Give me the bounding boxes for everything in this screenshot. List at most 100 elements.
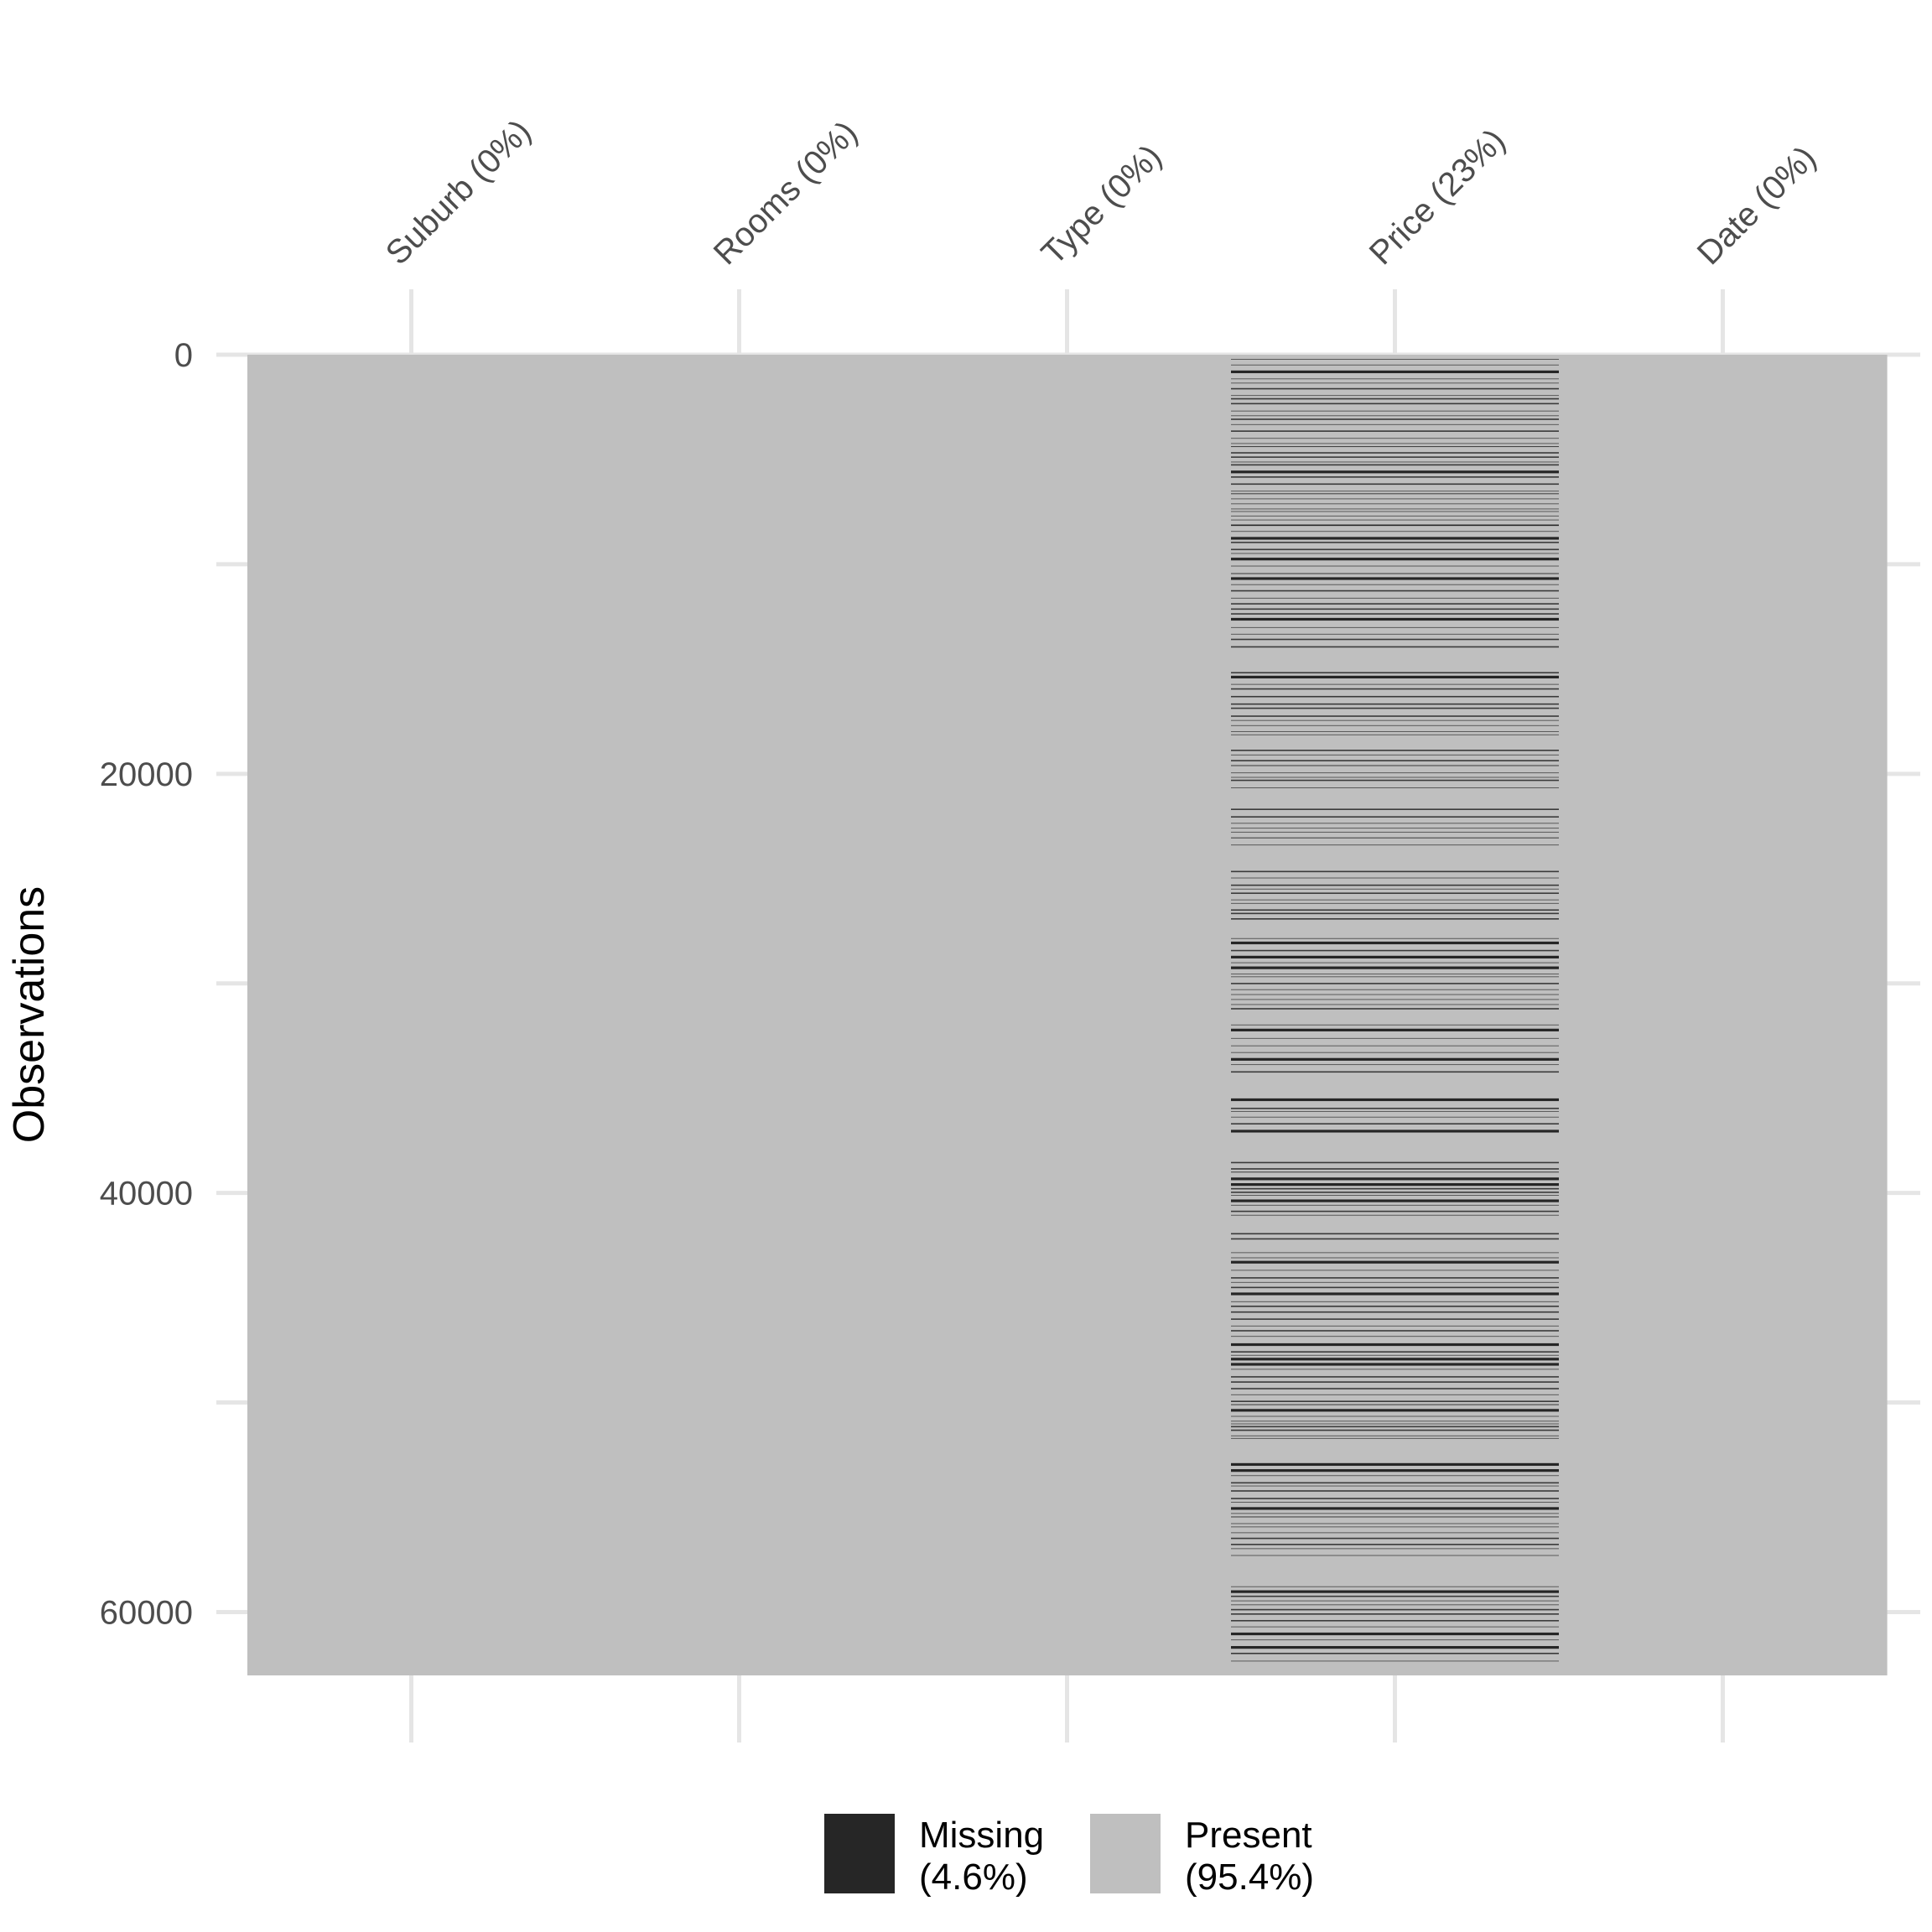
x-tick-label: Price (23%)	[1363, 122, 1513, 272]
missing-marker	[1231, 937, 1559, 939]
missing-marker	[1231, 1619, 1559, 1622]
x-tick-label: Type (0%)	[1035, 138, 1169, 272]
missing-marker	[1231, 1233, 1559, 1235]
missing-marker	[1231, 1210, 1559, 1213]
missing-marker	[1231, 565, 1559, 567]
missing-marker	[1231, 1645, 1559, 1649]
missing-marker	[1231, 415, 1559, 417]
missing-marker	[1231, 1204, 1559, 1206]
missing-marker	[1231, 1187, 1559, 1190]
missing-marker	[1231, 395, 1559, 397]
missing-marker	[1231, 884, 1559, 886]
missing-marker	[1231, 1238, 1559, 1240]
x-tick-label: Date (0%)	[1690, 139, 1823, 272]
missing-marker	[1231, 877, 1559, 879]
missing-marker	[1231, 1192, 1559, 1193]
missing-marker	[1231, 899, 1559, 901]
missing-marker	[1231, 955, 1559, 959]
missing-marker	[1231, 1071, 1559, 1073]
missing-marker	[1231, 603, 1559, 605]
missing-marker	[1231, 1214, 1559, 1216]
missing-marker	[1231, 941, 1559, 945]
legend-label-missing: Missing	[919, 1815, 1044, 1856]
missing-marker	[1231, 1544, 1559, 1545]
missing-marker	[1231, 999, 1559, 1000]
missing-marker	[1231, 1306, 1559, 1307]
column-rooms-cells	[575, 355, 904, 1675]
missing-marker	[1231, 1037, 1559, 1039]
missing-marker	[1231, 1409, 1559, 1412]
missing-marker	[1231, 912, 1559, 915]
missing-marker	[1231, 1429, 1559, 1431]
missing-marker	[1231, 1281, 1559, 1283]
missing-marker	[1231, 1595, 1559, 1597]
missing-marker	[1231, 1490, 1559, 1492]
legend-pct-missing: (4.6%)	[919, 1857, 1028, 1898]
missing-marker	[1231, 370, 1559, 374]
missing-marker	[1231, 1660, 1559, 1662]
missing-marker	[1231, 989, 1559, 990]
missing-marker	[1231, 1252, 1559, 1254]
missing-marker	[1231, 456, 1559, 458]
missing-marker	[1231, 1426, 1559, 1428]
missing-marker	[1231, 976, 1559, 978]
column-suburb-cells	[247, 355, 576, 1675]
missing-marker	[1231, 1311, 1559, 1313]
missing-marker	[1231, 1501, 1559, 1503]
missing-marker	[1231, 715, 1559, 717]
missing-marker	[1231, 613, 1559, 615]
missing-marker	[1231, 1513, 1559, 1514]
missing-marker	[1231, 1590, 1559, 1593]
missing-marker	[1231, 703, 1559, 705]
missing-marker	[1231, 1394, 1559, 1395]
missing-marker	[1231, 542, 1559, 543]
missing-marker	[1231, 438, 1559, 439]
missing-marker	[1231, 724, 1559, 726]
missing-marker	[1231, 387, 1559, 390]
missing-marker	[1231, 776, 1559, 778]
missing-marker	[1231, 1498, 1559, 1499]
missing-marker	[1231, 1475, 1559, 1477]
missing-marker	[1231, 1420, 1559, 1422]
missing-marker	[1231, 1343, 1559, 1347]
missing-marker	[1231, 1351, 1559, 1353]
missing-marker	[1231, 902, 1559, 904]
missing-marker	[1231, 707, 1559, 709]
legend-swatch-present	[1090, 1814, 1161, 1893]
missing-marker	[1231, 1182, 1559, 1187]
missing-marker	[1231, 476, 1559, 478]
missing-marker	[1231, 831, 1559, 833]
missing-marker	[1231, 870, 1559, 873]
missing-marker	[1231, 633, 1559, 635]
missing-marker	[1231, 1548, 1559, 1550]
missing-marker	[1231, 966, 1559, 969]
x-tick-label: Suburb (0%)	[379, 112, 538, 272]
missing-marker	[1231, 1388, 1559, 1389]
missing-marker	[1231, 608, 1559, 610]
missing-marker	[1231, 719, 1559, 721]
missing-marker	[1231, 577, 1559, 580]
missing-marker	[1231, 1336, 1559, 1337]
missing-marker	[1231, 397, 1559, 400]
missing-marker	[1231, 918, 1559, 920]
missing-marker	[1231, 1168, 1559, 1170]
missing-marker	[1231, 1368, 1559, 1370]
missing-marker	[1231, 816, 1559, 818]
missing-marker	[1231, 1098, 1559, 1102]
missing-marker	[1231, 1024, 1559, 1026]
legend-label-present: Present	[1185, 1815, 1312, 1856]
missing-marker	[1231, 1423, 1559, 1425]
missing-marker	[1231, 1292, 1559, 1296]
missing-marker	[1231, 1608, 1559, 1611]
missing-marker	[1231, 760, 1559, 761]
missing-marker	[1231, 1257, 1559, 1259]
missing-marker	[1231, 688, 1559, 690]
x-tick-labels: Suburb (0%) Rooms (0%) Type (0%) Price (23%…	[379, 112, 1823, 272]
missing-marker	[1231, 779, 1559, 782]
missing-marker	[1231, 1028, 1559, 1031]
missing-marker	[1231, 1523, 1559, 1524]
missing-markers	[1231, 359, 1559, 1662]
missing-marker	[1231, 1130, 1559, 1133]
y-tick-label: 40000	[100, 1176, 193, 1213]
